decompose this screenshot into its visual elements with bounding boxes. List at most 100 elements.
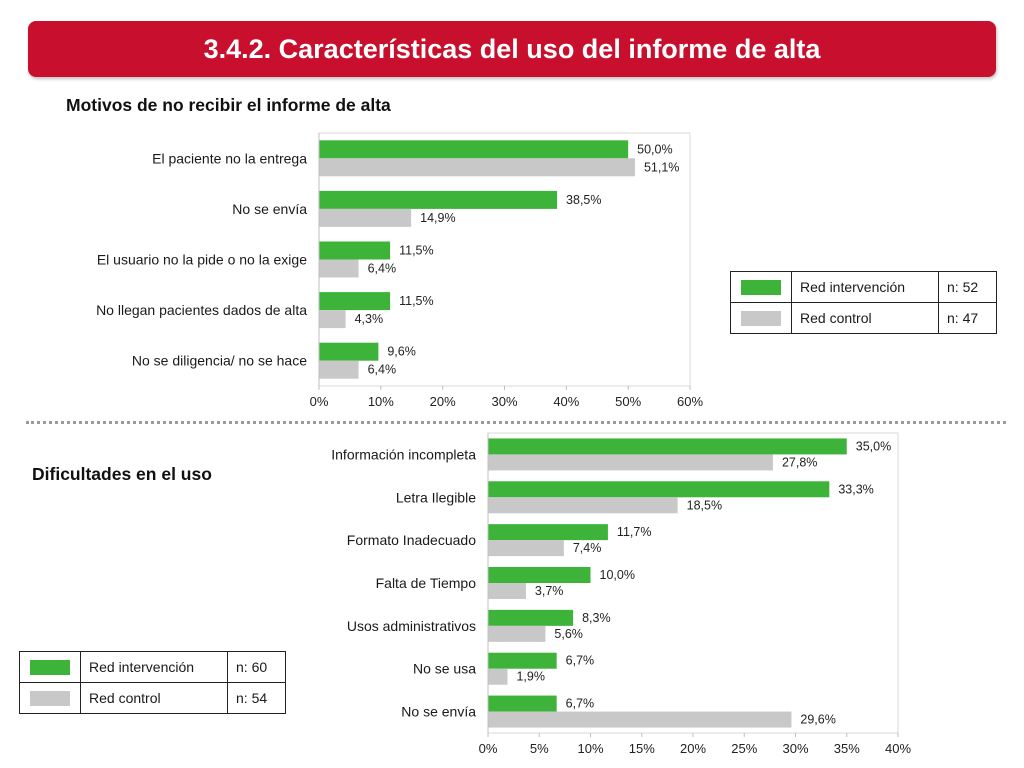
x-tick-label: 10% [577,741,603,756]
data-label: 4,3% [355,312,384,326]
legend-n: n: 47 [938,302,997,334]
category-label: No se diligencia/ no se hace [132,353,307,369]
x-tick-label: 50% [615,394,641,409]
data-label: 27,8% [782,455,817,469]
data-label: 29,6% [800,713,835,727]
legend-n: n: 52 [938,271,997,303]
bar-intervention [319,342,379,361]
x-tick-label: 35% [834,741,860,756]
x-tick-label: 25% [731,741,757,756]
bar-control [488,625,546,642]
data-label: 10,0% [600,568,635,582]
category-label: Falta de Tiempo [376,575,477,591]
data-label: 8,3% [582,611,611,625]
data-label: 51,1% [644,160,679,174]
data-label: 38,5% [566,193,601,207]
bar-control [488,583,526,599]
legend-n: n: 54 [227,682,286,714]
bar-control [319,360,359,379]
category-label: Formato Inadecuado [347,532,476,548]
legend-row-control: Red control n: 47 [730,302,997,334]
bar-intervention [319,292,391,311]
bar-intervention [488,438,847,455]
legend-label: Red intervención [790,271,940,303]
bar-control [319,310,346,329]
bar-control [488,711,792,728]
data-label: 6,7% [566,654,595,668]
data-label: 6,4% [368,363,397,377]
category-label: Usos administrativos [347,618,476,634]
legend-label: Red intervención [79,651,229,683]
section-divider [26,421,1006,424]
legend-row-intervention: Red intervención n: 52 [730,271,997,303]
x-tick-label: 5% [530,741,549,756]
bar-intervention [319,140,629,159]
category-label: No se usa [413,661,476,677]
chart2-title: Dificultades en el uso [32,464,212,484]
data-label: 33,3% [838,482,873,496]
bar-control [319,158,635,177]
x-tick-label: 20% [680,741,706,756]
intervention-swatch [741,280,781,296]
bar-intervention [488,524,608,541]
data-label: 1,9% [516,670,545,684]
legend-row-intervention: Red intervención n: 60 [19,651,286,683]
legend-n: n: 60 [227,651,286,683]
bar-control [488,540,564,557]
legend-chart1: Red intervención n: 52 Red control n: 47 [730,271,997,334]
data-label: 7,4% [573,541,602,555]
chart1-title: Motivos de no recibir el informe de alta [66,95,391,115]
data-label: 50,0% [637,142,672,156]
x-tick-label: 10% [368,394,394,409]
data-label: 9,6% [387,345,416,359]
control-swatch [30,691,70,707]
slide-title: 3.4.2. Características del uso del infor… [28,21,996,77]
bar-control [488,668,508,685]
data-label: 11,7% [617,525,652,539]
x-tick-label: 30% [782,741,808,756]
x-tick-label: 30% [491,394,517,409]
legend-label: Red control [79,682,229,714]
x-tick-label: 60% [677,394,703,409]
category-label: No llegan pacientes dados de alta [96,302,307,318]
x-tick-label: 20% [430,394,456,409]
bar-intervention [488,609,574,626]
data-label: 3,7% [535,584,564,598]
legend-label: Red control [790,302,940,334]
category-label: El usuario no la pide o no la exige [97,252,307,268]
data-label: 11,5% [399,294,434,308]
intervention-swatch [30,660,70,676]
data-label: 5,6% [554,627,583,641]
bar-intervention [488,567,591,583]
bar-intervention [488,481,830,498]
category-label: No se envía [401,704,476,720]
data-label: 14,9% [420,211,455,225]
bar-control [488,497,678,514]
x-tick-label: 15% [629,741,655,756]
bar-intervention [319,241,391,260]
category-label: Letra Ilegible [396,489,476,505]
bar-control [488,454,773,471]
bar-intervention [488,652,557,669]
x-tick-label: 40% [885,741,911,756]
x-tick-label: 0% [479,741,498,756]
x-tick-label: 40% [553,394,579,409]
category-label: El paciente no la entrega [152,150,307,166]
category-label: Información incompleta [331,446,476,462]
data-label: 11,5% [399,244,434,258]
category-label: No se envía [232,201,307,217]
control-swatch [741,311,781,327]
x-tick-label: 0% [310,394,329,409]
bar-intervention [488,695,557,712]
data-label: 6,7% [566,697,595,711]
legend-row-control: Red control n: 54 [19,682,286,714]
bar-intervention [319,190,558,209]
legend-chart2: Red intervención n: 60 Red control n: 54 [19,651,286,714]
bar-control [319,208,412,227]
data-label: 18,5% [687,498,722,512]
data-label: 35,0% [856,439,891,453]
data-label: 6,4% [368,262,397,276]
bar-control [319,259,359,278]
